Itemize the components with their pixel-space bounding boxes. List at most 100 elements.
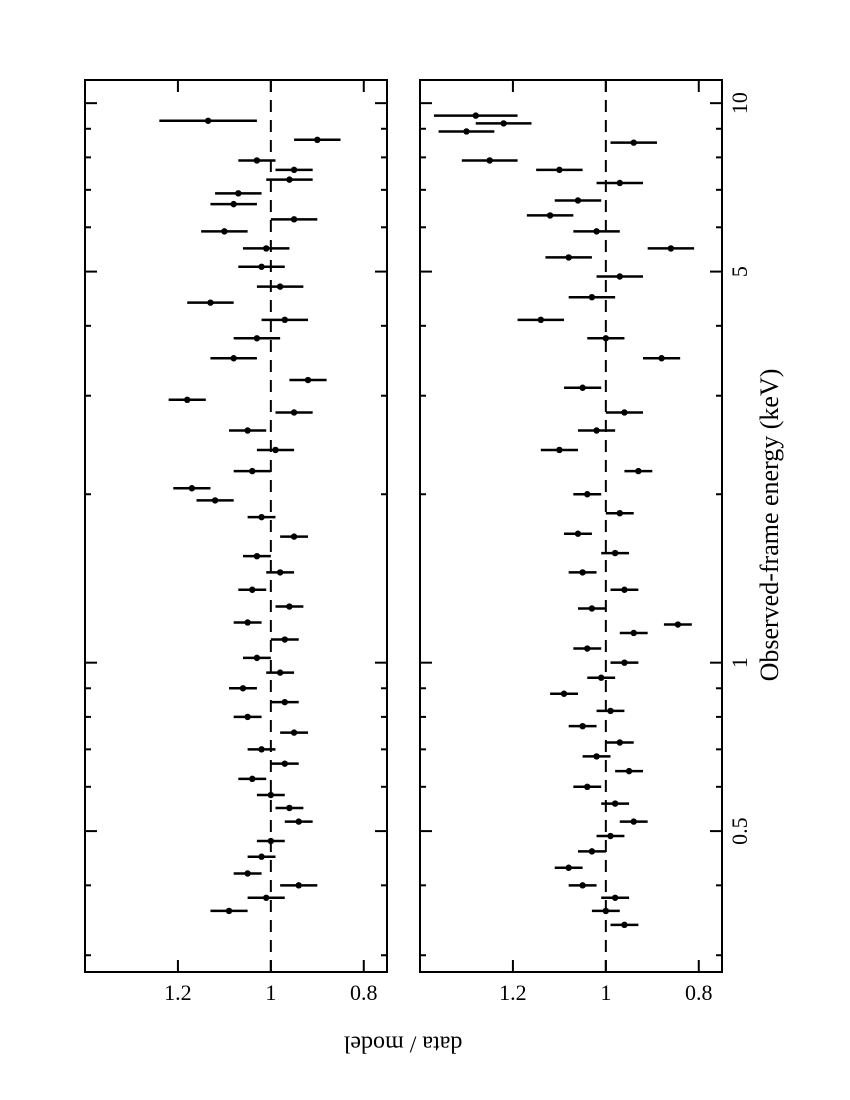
data-point: [630, 818, 637, 825]
panel-frame: [84, 79, 388, 973]
x-tick-label: 1: [727, 657, 752, 668]
data-point: [611, 549, 619, 557]
y-tick-label: 1: [600, 980, 611, 1005]
data-point: [621, 921, 628, 929]
data-point: [579, 569, 586, 576]
data-point: [621, 586, 628, 593]
data-point: [235, 190, 242, 197]
data-point: [258, 853, 265, 860]
data-point: [593, 228, 600, 235]
x-tick-label: 0.5: [727, 817, 752, 845]
data-point: [267, 791, 275, 799]
data-point: [263, 245, 270, 252]
data-point: [304, 376, 312, 384]
y-tick-label: 1.2: [499, 980, 527, 1005]
data-point: [244, 713, 251, 721]
x-tick-label: 10: [727, 92, 752, 114]
data-point: [184, 396, 191, 404]
data-point: [221, 228, 228, 235]
data-point: [290, 166, 298, 174]
data-point: [253, 654, 261, 662]
data-point: [267, 837, 275, 845]
data-point: [579, 384, 586, 391]
data-point: [276, 283, 284, 290]
data-point: [290, 533, 298, 540]
data-point: [611, 800, 619, 807]
data-point: [616, 179, 623, 187]
data-point: [625, 767, 633, 775]
panel-frame: [419, 79, 723, 973]
data-point: [207, 299, 214, 306]
data-point: [579, 722, 586, 730]
data-point: [249, 586, 256, 593]
x-axis-label: Observed-frame energy (keV): [755, 369, 784, 682]
data-point: [584, 783, 591, 791]
data-point: [546, 212, 554, 219]
data-point: [244, 427, 251, 434]
data-point: [253, 157, 261, 164]
data-point: [556, 446, 563, 454]
data-point: [244, 870, 251, 877]
data-point: [281, 760, 288, 767]
data-point: [500, 120, 507, 127]
data-point: [211, 497, 219, 504]
data-point: [565, 254, 572, 261]
data-point: [281, 636, 288, 643]
data-point: [295, 882, 302, 889]
y-tick-label: 0.8: [350, 980, 378, 1005]
data-point: [286, 603, 293, 610]
data-point: [314, 136, 321, 144]
data-point: [588, 848, 596, 855]
data-point: [272, 446, 279, 454]
data-point: [281, 316, 288, 324]
data-point: [258, 263, 265, 270]
data-point: [286, 176, 293, 183]
data-point: [602, 335, 610, 342]
data-point: [584, 645, 591, 652]
data-point: [630, 629, 637, 637]
data-point: [579, 882, 586, 889]
data-point: [290, 729, 298, 736]
data-point: [286, 804, 293, 812]
data-point: [486, 157, 493, 164]
data-point: [574, 530, 582, 537]
data-point: [230, 355, 237, 362]
data-point: [667, 245, 675, 252]
data-point: [616, 739, 623, 746]
data-point: [616, 273, 623, 280]
data-point: [204, 117, 212, 124]
data-point: [253, 552, 261, 560]
data-point: [616, 509, 623, 517]
y-tick-label: 1: [265, 980, 276, 1005]
data-point: [588, 293, 596, 301]
data-point: [607, 832, 614, 840]
data-point: [244, 619, 251, 626]
data-point: [574, 197, 582, 204]
data-point: [290, 216, 298, 223]
data-point: [253, 335, 261, 342]
y-tick-label: 0.8: [685, 980, 713, 1005]
data-point: [621, 409, 628, 416]
data-point: [584, 491, 591, 498]
data-point: [188, 485, 196, 492]
data-point: [276, 669, 284, 676]
x-tick-label: 5: [727, 266, 752, 277]
data-point: [593, 753, 600, 760]
data-point: [621, 659, 628, 666]
data-point: [588, 605, 596, 612]
data-point: [249, 467, 256, 475]
data-point: [258, 513, 265, 521]
data-point: [263, 894, 270, 901]
data-point: [565, 864, 572, 871]
y-axis-label: data / model: [343, 1030, 462, 1056]
data-point: [225, 907, 233, 915]
data-point: [560, 690, 568, 697]
data-point: [281, 698, 288, 706]
data-point: [674, 621, 682, 628]
data-point: [630, 139, 637, 146]
data-point: [258, 746, 265, 753]
data-point: [658, 355, 665, 362]
y-tick-label: 1.2: [164, 980, 192, 1005]
data-point: [556, 166, 563, 174]
data-point: [537, 316, 544, 324]
